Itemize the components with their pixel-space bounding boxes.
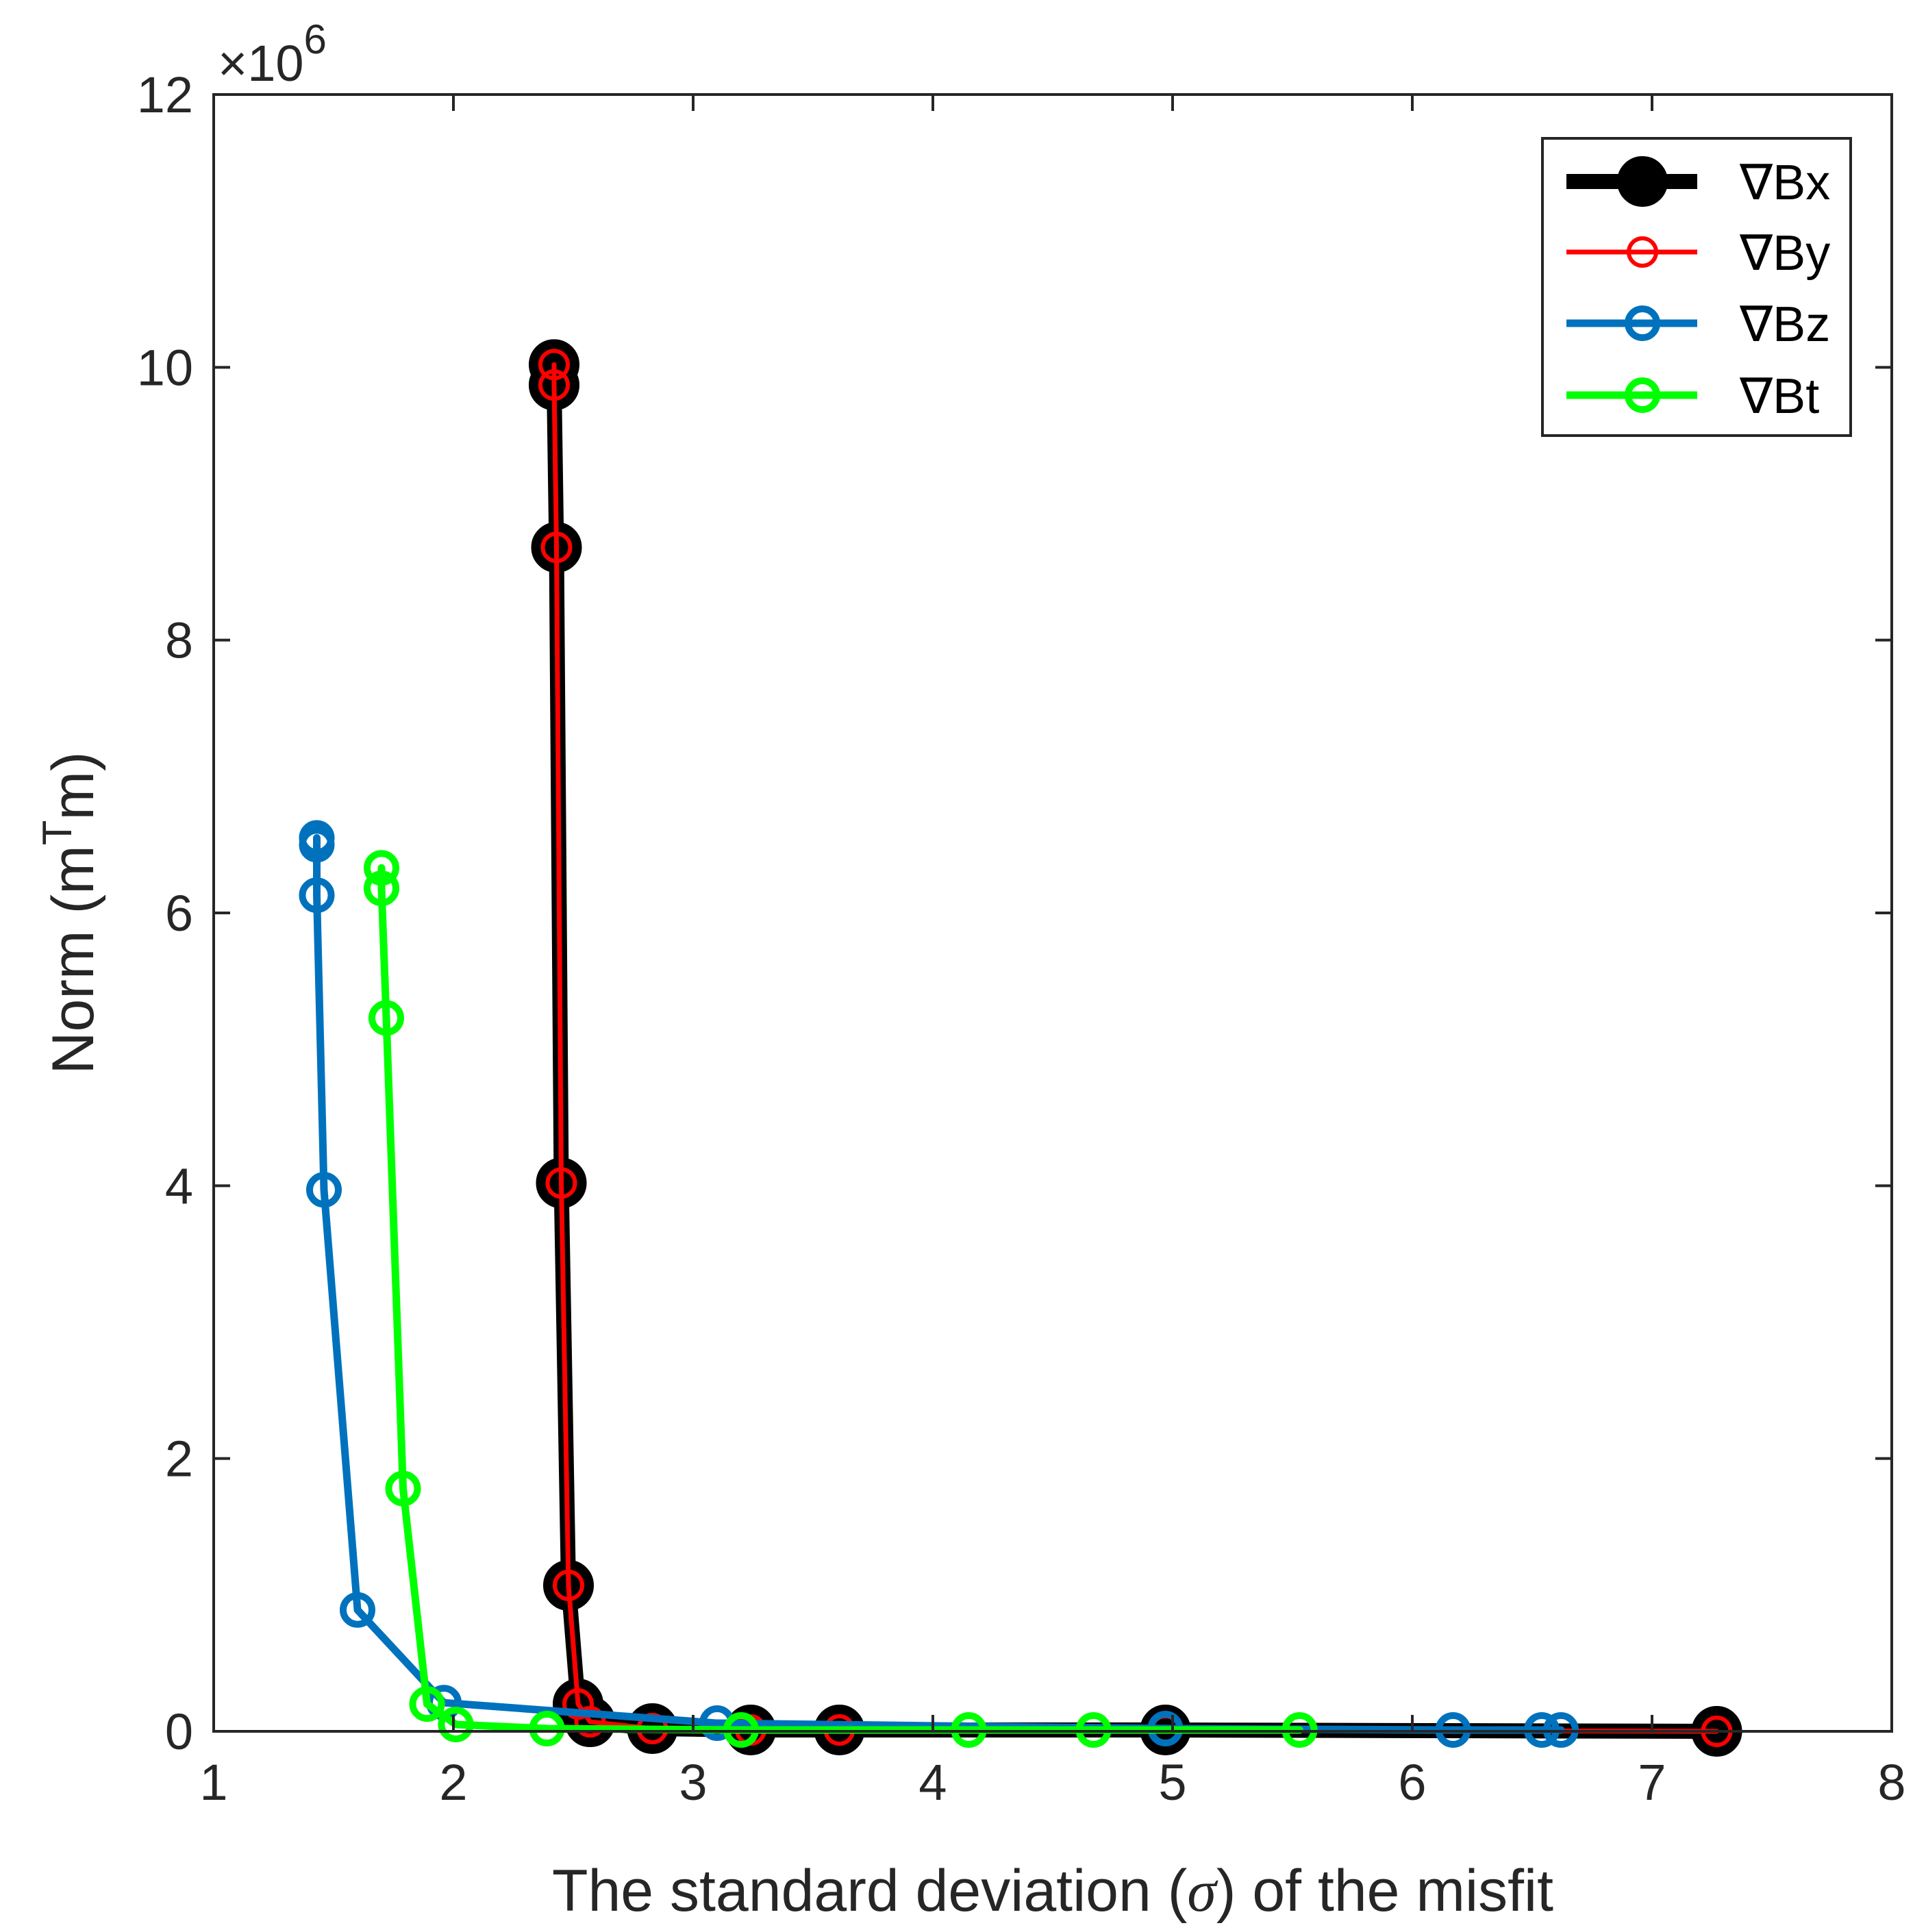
sigma-symbol: σ — [1187, 1858, 1218, 1924]
series-4-point — [529, 1711, 565, 1747]
y-tick-label: 10 — [137, 339, 193, 396]
series-2-point — [540, 531, 573, 564]
legend-entry-1-marker — [1617, 156, 1668, 207]
y-axis-title-superscript: T — [34, 820, 80, 846]
legend-entry-1-label: ∇Bx — [1739, 155, 1830, 210]
x-tick-label: 2 — [439, 1754, 467, 1811]
legend-entry-4: ∇Bt — [1566, 369, 1819, 424]
series-4-point — [368, 1000, 404, 1036]
legend: ∇Bx ∇By ∇Bz ∇Bt — [1541, 137, 1852, 437]
series-4-point — [438, 1707, 474, 1743]
series-2-point — [545, 1167, 577, 1199]
series-2-point — [538, 349, 570, 381]
series-4-point — [409, 1686, 445, 1722]
series-3-point — [299, 827, 335, 863]
legend-entry-4-marker — [1625, 377, 1660, 413]
series-4-point — [364, 870, 399, 907]
series-4-point — [385, 1470, 421, 1507]
y-axis-title: Norm (mTm) — [34, 751, 106, 1074]
legend-entry-2: ∇By — [1566, 226, 1830, 281]
y-tick-label: 12 — [137, 66, 193, 123]
y-tick-label: 2 — [165, 1431, 193, 1488]
x-tick-label: 5 — [1158, 1754, 1186, 1811]
series-2-point — [574, 1706, 606, 1738]
x-tick-label: 1 — [199, 1754, 227, 1811]
x-tick-label: 6 — [1398, 1754, 1426, 1811]
exponent-label: ×106 — [218, 16, 327, 92]
legend-entry-3-label: ∇Bz — [1739, 297, 1830, 352]
x-tick-label: 7 — [1638, 1754, 1666, 1811]
legend-entry-3: ∇Bz — [1566, 297, 1830, 352]
x-axis-title: The standard deviation (σ) of the misfit — [552, 1858, 1553, 1924]
y-tick-label: 0 — [165, 1703, 193, 1760]
y-tick-label: 4 — [165, 1157, 193, 1214]
series-3-point — [306, 1172, 342, 1208]
exponent-power: 6 — [304, 16, 327, 62]
series-4-point — [364, 850, 399, 886]
legend-entry-3-marker — [1625, 305, 1660, 341]
series-2-point — [538, 369, 570, 401]
x-tick-label: 4 — [918, 1754, 947, 1811]
legend-entry-2-label: ∇By — [1739, 226, 1830, 281]
x-tick-label: 8 — [1877, 1754, 1905, 1811]
series-2-point — [553, 1569, 584, 1601]
legend-entry-1: ∇Bx — [1566, 155, 1830, 210]
legend-entry-2-marker — [1627, 236, 1658, 268]
series-3-point — [299, 877, 335, 914]
y-tick-label: 8 — [165, 612, 193, 669]
series-3-point — [340, 1592, 375, 1628]
y-tick-label: 6 — [165, 885, 193, 942]
x-tick-label: 3 — [679, 1754, 707, 1811]
legend-entry-4-label: ∇Bt — [1739, 369, 1819, 424]
